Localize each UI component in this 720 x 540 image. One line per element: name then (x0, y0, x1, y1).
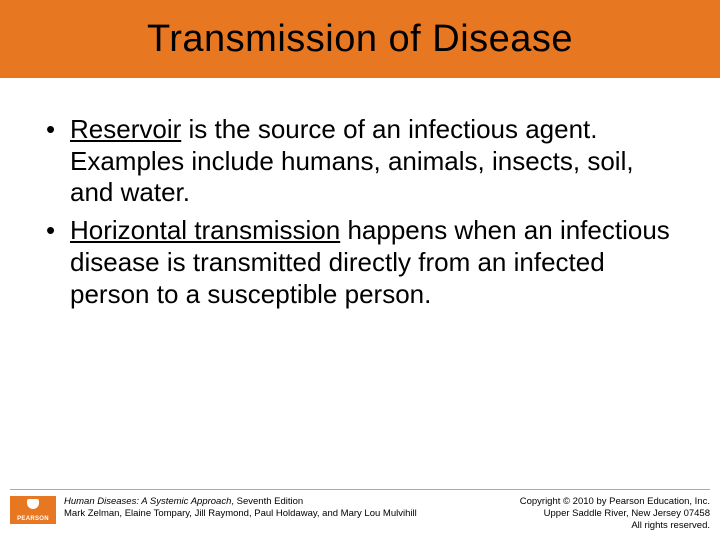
copyright-line: Copyright © 2010 by Pearson Education, I… (520, 496, 710, 508)
slide-body: Reservoir is the source of an infectious… (0, 78, 720, 310)
book-title: Human Diseases: A Systemic Approach (64, 496, 231, 507)
footer-left: PEARSON Human Diseases: A Systemic Appro… (10, 496, 417, 524)
pearson-logo: PEARSON (10, 496, 56, 524)
bullet-item: Reservoir is the source of an infectious… (42, 114, 678, 209)
footer: PEARSON Human Diseases: A Systemic Appro… (0, 489, 720, 532)
footer-row: PEARSON Human Diseases: A Systemic Appro… (10, 496, 710, 532)
book-edition: , Seventh Edition (231, 496, 303, 507)
footer-rule (10, 489, 710, 490)
slide-title: Transmission of Disease (147, 18, 573, 61)
bullet-item: Horizontal transmission happens when an … (42, 215, 678, 310)
copyright-line: Upper Saddle River, New Jersey 07458 (520, 508, 710, 520)
bullet-term: Reservoir (70, 114, 181, 144)
bullet-list: Reservoir is the source of an infectious… (42, 114, 678, 310)
book-info: Human Diseases: A Systemic Approach, Sev… (64, 496, 417, 520)
title-bar: Transmission of Disease (0, 0, 720, 78)
copyright-line: All rights reserved. (520, 520, 710, 532)
logo-text: PEARSON (17, 516, 49, 522)
bullet-term: Horizontal transmission (70, 215, 340, 245)
logo-mark-icon (27, 499, 39, 509)
copyright: Copyright © 2010 by Pearson Education, I… (520, 496, 710, 532)
book-authors: Mark Zelman, Elaine Tompary, Jill Raymon… (64, 508, 417, 520)
slide: Transmission of Disease Reservoir is the… (0, 0, 720, 540)
book-line-1: Human Diseases: A Systemic Approach, Sev… (64, 496, 417, 508)
